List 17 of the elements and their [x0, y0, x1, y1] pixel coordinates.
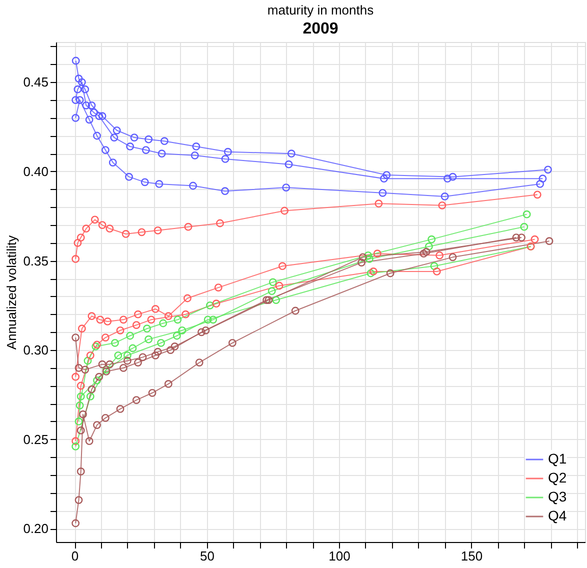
chart-title: 2009 [302, 20, 338, 38]
legend-label: Q4 [548, 508, 567, 524]
legend-label: Q2 [548, 470, 567, 486]
y-tick-label: 0.45 [23, 74, 48, 90]
x-tick-label: 100 [328, 548, 350, 564]
y-tick-label: 0.30 [23, 342, 48, 358]
y-tick-label: 0.20 [23, 521, 48, 536]
x-tick-label: 0 [71, 548, 79, 564]
legend-label: Q1 [548, 450, 567, 466]
y-tick-label: 0.35 [23, 253, 48, 268]
y-tick-label: 0.40 [23, 164, 48, 179]
y-axis-title: Annualized volatility [4, 234, 20, 350]
y-tick-label: 0.25 [23, 432, 48, 447]
x-tick-label: 150 [460, 548, 483, 564]
x-axis-title: maturity in months [267, 2, 374, 18]
legend-label: Q3 [548, 488, 567, 504]
x-tick-label: 50 [200, 548, 214, 564]
